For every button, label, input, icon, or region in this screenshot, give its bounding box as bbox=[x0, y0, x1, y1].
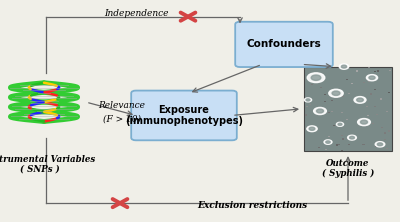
Bar bbox=[346, 79, 348, 80]
Bar bbox=[346, 119, 348, 120]
Bar bbox=[332, 125, 334, 126]
Bar bbox=[342, 139, 344, 140]
Circle shape bbox=[377, 143, 383, 146]
Text: Confounders: Confounders bbox=[247, 39, 321, 50]
Bar bbox=[375, 146, 377, 147]
Bar bbox=[373, 77, 375, 79]
Bar bbox=[388, 92, 390, 93]
Bar bbox=[348, 144, 350, 145]
Circle shape bbox=[348, 135, 356, 140]
Bar bbox=[362, 82, 364, 83]
Bar bbox=[370, 93, 372, 95]
Bar bbox=[328, 136, 330, 137]
Text: Outcome
( Syphilis ): Outcome ( Syphilis ) bbox=[322, 159, 374, 178]
Bar bbox=[331, 111, 333, 112]
Circle shape bbox=[329, 89, 343, 97]
Bar bbox=[384, 139, 386, 140]
Circle shape bbox=[314, 107, 326, 115]
Circle shape bbox=[307, 73, 325, 83]
Bar bbox=[342, 96, 344, 97]
Bar bbox=[324, 94, 326, 95]
Circle shape bbox=[350, 136, 354, 139]
Text: Exclusion restrictions: Exclusion restrictions bbox=[197, 201, 307, 210]
Bar bbox=[381, 127, 383, 128]
Circle shape bbox=[332, 91, 340, 95]
Bar bbox=[306, 127, 308, 128]
Bar bbox=[325, 149, 327, 150]
Text: Exposure
(immunophenotypes): Exposure (immunophenotypes) bbox=[125, 105, 243, 126]
Bar bbox=[306, 106, 308, 107]
Bar bbox=[320, 87, 322, 88]
Bar bbox=[386, 148, 388, 149]
Circle shape bbox=[354, 97, 366, 103]
Text: (F > 10): (F > 10) bbox=[103, 114, 141, 123]
FancyBboxPatch shape bbox=[131, 91, 237, 140]
Bar bbox=[372, 123, 374, 125]
Bar bbox=[384, 133, 386, 134]
Bar bbox=[377, 70, 379, 71]
Bar bbox=[351, 83, 353, 84]
Circle shape bbox=[360, 120, 368, 124]
Bar bbox=[362, 119, 364, 120]
Circle shape bbox=[336, 122, 344, 126]
Circle shape bbox=[375, 142, 385, 147]
Text: Relevance: Relevance bbox=[98, 101, 146, 110]
Circle shape bbox=[357, 98, 363, 102]
FancyBboxPatch shape bbox=[235, 22, 333, 67]
Circle shape bbox=[339, 64, 349, 69]
Text: Instrumental Variables
( SNPs ): Instrumental Variables ( SNPs ) bbox=[0, 155, 96, 174]
Bar bbox=[386, 111, 388, 112]
Bar bbox=[322, 109, 324, 110]
Bar bbox=[305, 114, 307, 115]
Bar bbox=[328, 112, 330, 113]
Bar bbox=[340, 112, 342, 113]
Bar bbox=[348, 93, 350, 94]
Circle shape bbox=[316, 109, 324, 113]
Bar bbox=[315, 73, 317, 74]
Bar bbox=[367, 115, 369, 116]
Bar bbox=[367, 79, 369, 80]
Bar bbox=[311, 84, 313, 85]
Bar bbox=[374, 89, 376, 90]
Circle shape bbox=[338, 123, 342, 125]
FancyBboxPatch shape bbox=[304, 67, 392, 151]
Circle shape bbox=[366, 75, 378, 81]
Bar bbox=[374, 106, 376, 107]
Bar bbox=[363, 144, 365, 145]
Bar bbox=[362, 144, 364, 145]
Circle shape bbox=[326, 141, 330, 143]
Bar bbox=[376, 114, 378, 115]
Bar bbox=[338, 144, 340, 145]
Bar bbox=[340, 150, 342, 151]
Bar bbox=[366, 106, 368, 107]
Circle shape bbox=[311, 75, 321, 80]
Circle shape bbox=[309, 127, 315, 130]
Bar bbox=[374, 71, 376, 72]
Text: Independence: Independence bbox=[104, 9, 168, 18]
Circle shape bbox=[307, 126, 317, 132]
Bar bbox=[324, 101, 326, 103]
Bar bbox=[331, 100, 333, 101]
Circle shape bbox=[304, 98, 312, 102]
Bar bbox=[309, 104, 311, 105]
Bar bbox=[336, 145, 338, 146]
Bar bbox=[384, 132, 386, 133]
Circle shape bbox=[324, 140, 332, 144]
Bar bbox=[389, 70, 391, 71]
Bar bbox=[356, 71, 358, 72]
Bar bbox=[372, 75, 374, 76]
Bar bbox=[368, 67, 370, 68]
Bar bbox=[341, 135, 343, 136]
Circle shape bbox=[369, 76, 375, 79]
Bar bbox=[368, 81, 370, 82]
Circle shape bbox=[306, 99, 310, 101]
Bar bbox=[388, 130, 390, 131]
Bar bbox=[380, 98, 382, 99]
Bar bbox=[318, 147, 320, 148]
Circle shape bbox=[358, 119, 370, 126]
Bar bbox=[347, 138, 349, 139]
Circle shape bbox=[341, 65, 347, 68]
